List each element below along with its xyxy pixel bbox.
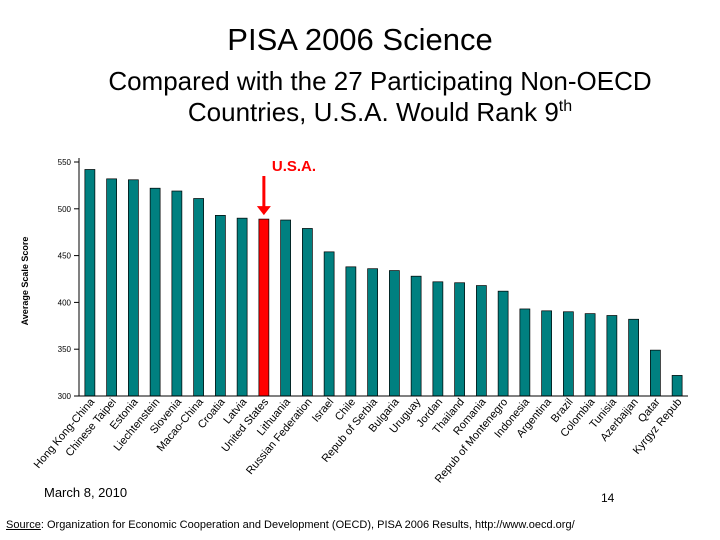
- bar: [563, 311, 574, 397]
- bar: [323, 251, 335, 397]
- usa-annotation: U.S.A.: [272, 158, 316, 175]
- bar: [454, 282, 465, 397]
- bar: [606, 315, 618, 397]
- bar: [519, 308, 531, 397]
- bar: [345, 266, 357, 397]
- subtitle-line-2: Countries, U.S.A. Would Rank 9: [187, 97, 559, 127]
- y-tick-label: 300: [58, 392, 72, 401]
- bar: [389, 270, 400, 397]
- y-tick-label: 400: [58, 298, 72, 307]
- bar: [302, 228, 313, 397]
- bar: [432, 281, 444, 397]
- y-axis-ticks: 300 350 400 450 500 550: [58, 158, 79, 401]
- source-note: Source: Organization for Economic Cooper…: [6, 519, 575, 531]
- bar: [497, 290, 509, 397]
- bar: [671, 375, 683, 397]
- y-axis-title: Average Scale Score: [20, 237, 30, 326]
- bar: [171, 190, 183, 397]
- bar: [84, 169, 96, 397]
- y-tick-label: 350: [58, 345, 72, 354]
- bar-united-states: [258, 218, 270, 397]
- slide-date: March 8, 2010: [44, 485, 128, 500]
- bar: [193, 198, 204, 397]
- y-tick-label: 550: [58, 158, 72, 167]
- bar: [280, 219, 291, 397]
- x-tick-label: Israel: [310, 396, 336, 424]
- bar: [128, 179, 139, 397]
- bar: [215, 215, 226, 397]
- slide-subtitle: Compared with the 27 Participating Non-O…: [40, 66, 720, 128]
- usa-arrow-icon: [256, 176, 271, 216]
- bar: [367, 268, 378, 397]
- slide-title: PISA 2006 Science: [227, 22, 493, 57]
- bar: [106, 178, 117, 397]
- bar: [541, 310, 552, 397]
- y-tick-label: 450: [58, 252, 72, 261]
- source-label: Source: [6, 519, 41, 531]
- bar: [650, 349, 661, 397]
- subtitle-superscript: th: [558, 98, 573, 115]
- bar: [476, 285, 487, 397]
- bar: [410, 275, 422, 397]
- bar: [236, 217, 248, 397]
- page-number: 14: [601, 491, 615, 505]
- bar-chart: 300 350 400 450 500 550 Hong Kong-ChinaChines…: [20, 158, 688, 486]
- source-text: : Organization for Economic Cooperation …: [40, 519, 575, 531]
- bar: [149, 187, 161, 397]
- arrow-head: [256, 206, 271, 216]
- bar-series: [84, 169, 683, 397]
- bar: [584, 313, 596, 397]
- y-tick-label: 500: [58, 205, 72, 214]
- subtitle-line-1: Compared with the 27 Participating Non-O…: [108, 66, 652, 96]
- bar: [628, 318, 639, 397]
